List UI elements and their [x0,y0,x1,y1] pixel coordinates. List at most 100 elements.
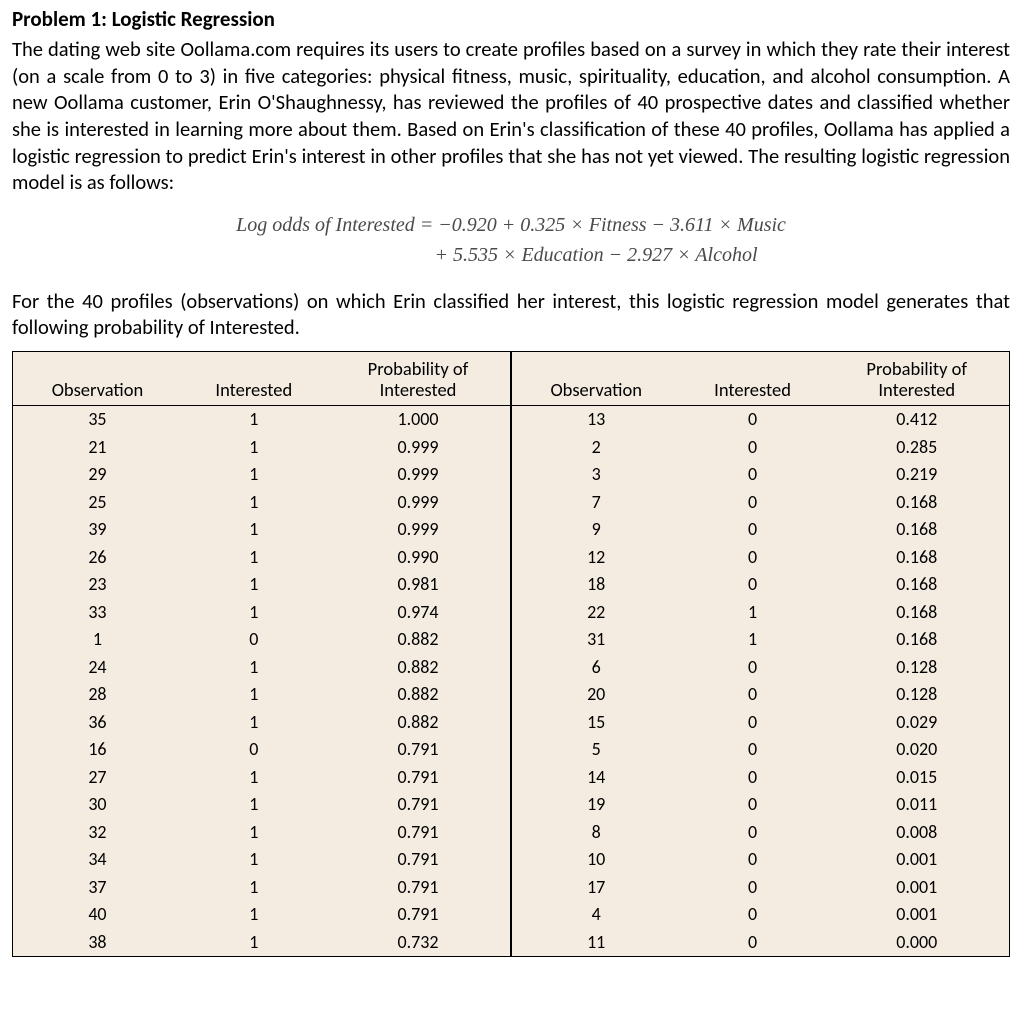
table-cell: 23 [13,571,182,599]
table-cell: 1.000 [326,405,510,433]
table-cell: 0 [681,901,825,929]
table-cell: 0.990 [326,543,510,571]
table-cell: 3 [512,461,681,489]
table-row: 1600.791 [13,736,510,764]
table-row: 1200.168 [512,543,1009,571]
table-cell: 11 [512,928,681,956]
table-cell: 1 [182,708,326,736]
table-cell: 20 [512,681,681,709]
table-cell: 0.168 [825,626,1009,654]
table-cell: 0.882 [326,626,510,654]
table-cell: 33 [13,598,182,626]
table-row: 2000.128 [512,681,1009,709]
table-row: 3110.168 [512,626,1009,654]
table-cell: 0.981 [326,571,510,599]
table-cell: 0 [681,571,825,599]
table-row: 100.882 [13,626,510,654]
table-row: 3610.882 [13,708,510,736]
table-cell: 28 [13,681,182,709]
table-cell: 0.168 [825,488,1009,516]
table-cell: 1 [182,846,326,874]
followup-paragraph: For the 40 profiles (observations) on wh… [12,288,1010,341]
table-cell: 36 [13,708,182,736]
table-cell: 37 [13,873,182,901]
table-cell: 0.882 [326,708,510,736]
table-row: 200.285 [512,433,1009,461]
table-cell: 4 [512,901,681,929]
table-cell: 18 [512,571,681,599]
table-cell: 0 [681,708,825,736]
table-cell: 0 [681,653,825,681]
table-cell: 0.008 [825,818,1009,846]
table-cell: 0.029 [825,708,1009,736]
table-cell: 1 [681,626,825,654]
probability-table-right: Observation Interested Probability of In… [512,352,1009,956]
table-row: 1500.029 [512,708,1009,736]
equation-line-2: + 5.535 × Education − 2.927 × Alcohol [264,240,757,270]
table-row: 1300.412 [512,405,1009,433]
table-cell: 0.999 [326,461,510,489]
table-cell: 0.001 [825,901,1009,929]
table-cell: 0 [681,405,825,433]
table-row: 3210.791 [13,818,510,846]
table-cell: 5 [512,736,681,764]
table-cell: 0 [681,736,825,764]
table-cell: 0.001 [825,846,1009,874]
table-cell: 0.011 [825,791,1009,819]
table-cell: 0.412 [825,405,1009,433]
table-cell: 0.128 [825,653,1009,681]
table-cell: 0.882 [326,681,510,709]
table-cell: 1 [182,791,326,819]
table-cell: 0.999 [326,488,510,516]
table-row: 3511.000 [13,405,510,433]
table-row: 1700.001 [512,873,1009,901]
table-cell: 10 [512,846,681,874]
table-cell: 1 [182,653,326,681]
table-cell: 32 [13,818,182,846]
table-cell: 0.882 [326,653,510,681]
table-cell: 40 [13,901,182,929]
table-cell: 0.999 [326,433,510,461]
table-cell: 0 [681,818,825,846]
table-cell: 0 [681,846,825,874]
table-cell: 1 [182,405,326,433]
col-prob: Probability of Interested [326,352,510,405]
table-row: 2610.990 [13,543,510,571]
table-cell: 21 [13,433,182,461]
table-cell: 29 [13,461,182,489]
intro-paragraph: The dating web site Oollama.com requires… [12,36,1010,196]
table-cell: 35 [13,405,182,433]
table-cell: 34 [13,846,182,874]
table-row: 900.168 [512,516,1009,544]
table-row: 600.128 [512,653,1009,681]
table-cell: 1 [182,763,326,791]
table-cell: 19 [512,791,681,819]
table-cell: 38 [13,928,182,956]
table-cell: 0.168 [825,516,1009,544]
table-cell: 17 [512,873,681,901]
table-cell: 15 [512,708,681,736]
probability-table-left: Observation Interested Probability of In… [13,352,510,956]
col-observation: Observation [13,352,182,405]
table-cell: 0.219 [825,461,1009,489]
table-row: 800.008 [512,818,1009,846]
table-row: 3710.791 [13,873,510,901]
table-cell: 1 [182,516,326,544]
table-cell: 0 [681,516,825,544]
table-cell: 8 [512,818,681,846]
table-cell: 1 [182,928,326,956]
table-cell: 1 [182,598,326,626]
table-cell: 0.791 [326,791,510,819]
table-row: 3910.999 [13,516,510,544]
equation-line-1: Log odds of Interested = −0.920 + 0.325 … [12,210,1010,240]
table-cell: 27 [13,763,182,791]
table-row: 400.001 [512,901,1009,929]
problem-heading: Problem 1: Logistic Regression [12,6,1010,32]
table-cell: 0 [681,873,825,901]
table-cell: 0.128 [825,681,1009,709]
table-cell: 0.168 [825,571,1009,599]
table-cell: 1 [182,681,326,709]
right-tbody: 1300.412200.285300.219700.168900.1681200… [512,405,1009,956]
table-row: 2810.882 [13,681,510,709]
table-cell: 6 [512,653,681,681]
